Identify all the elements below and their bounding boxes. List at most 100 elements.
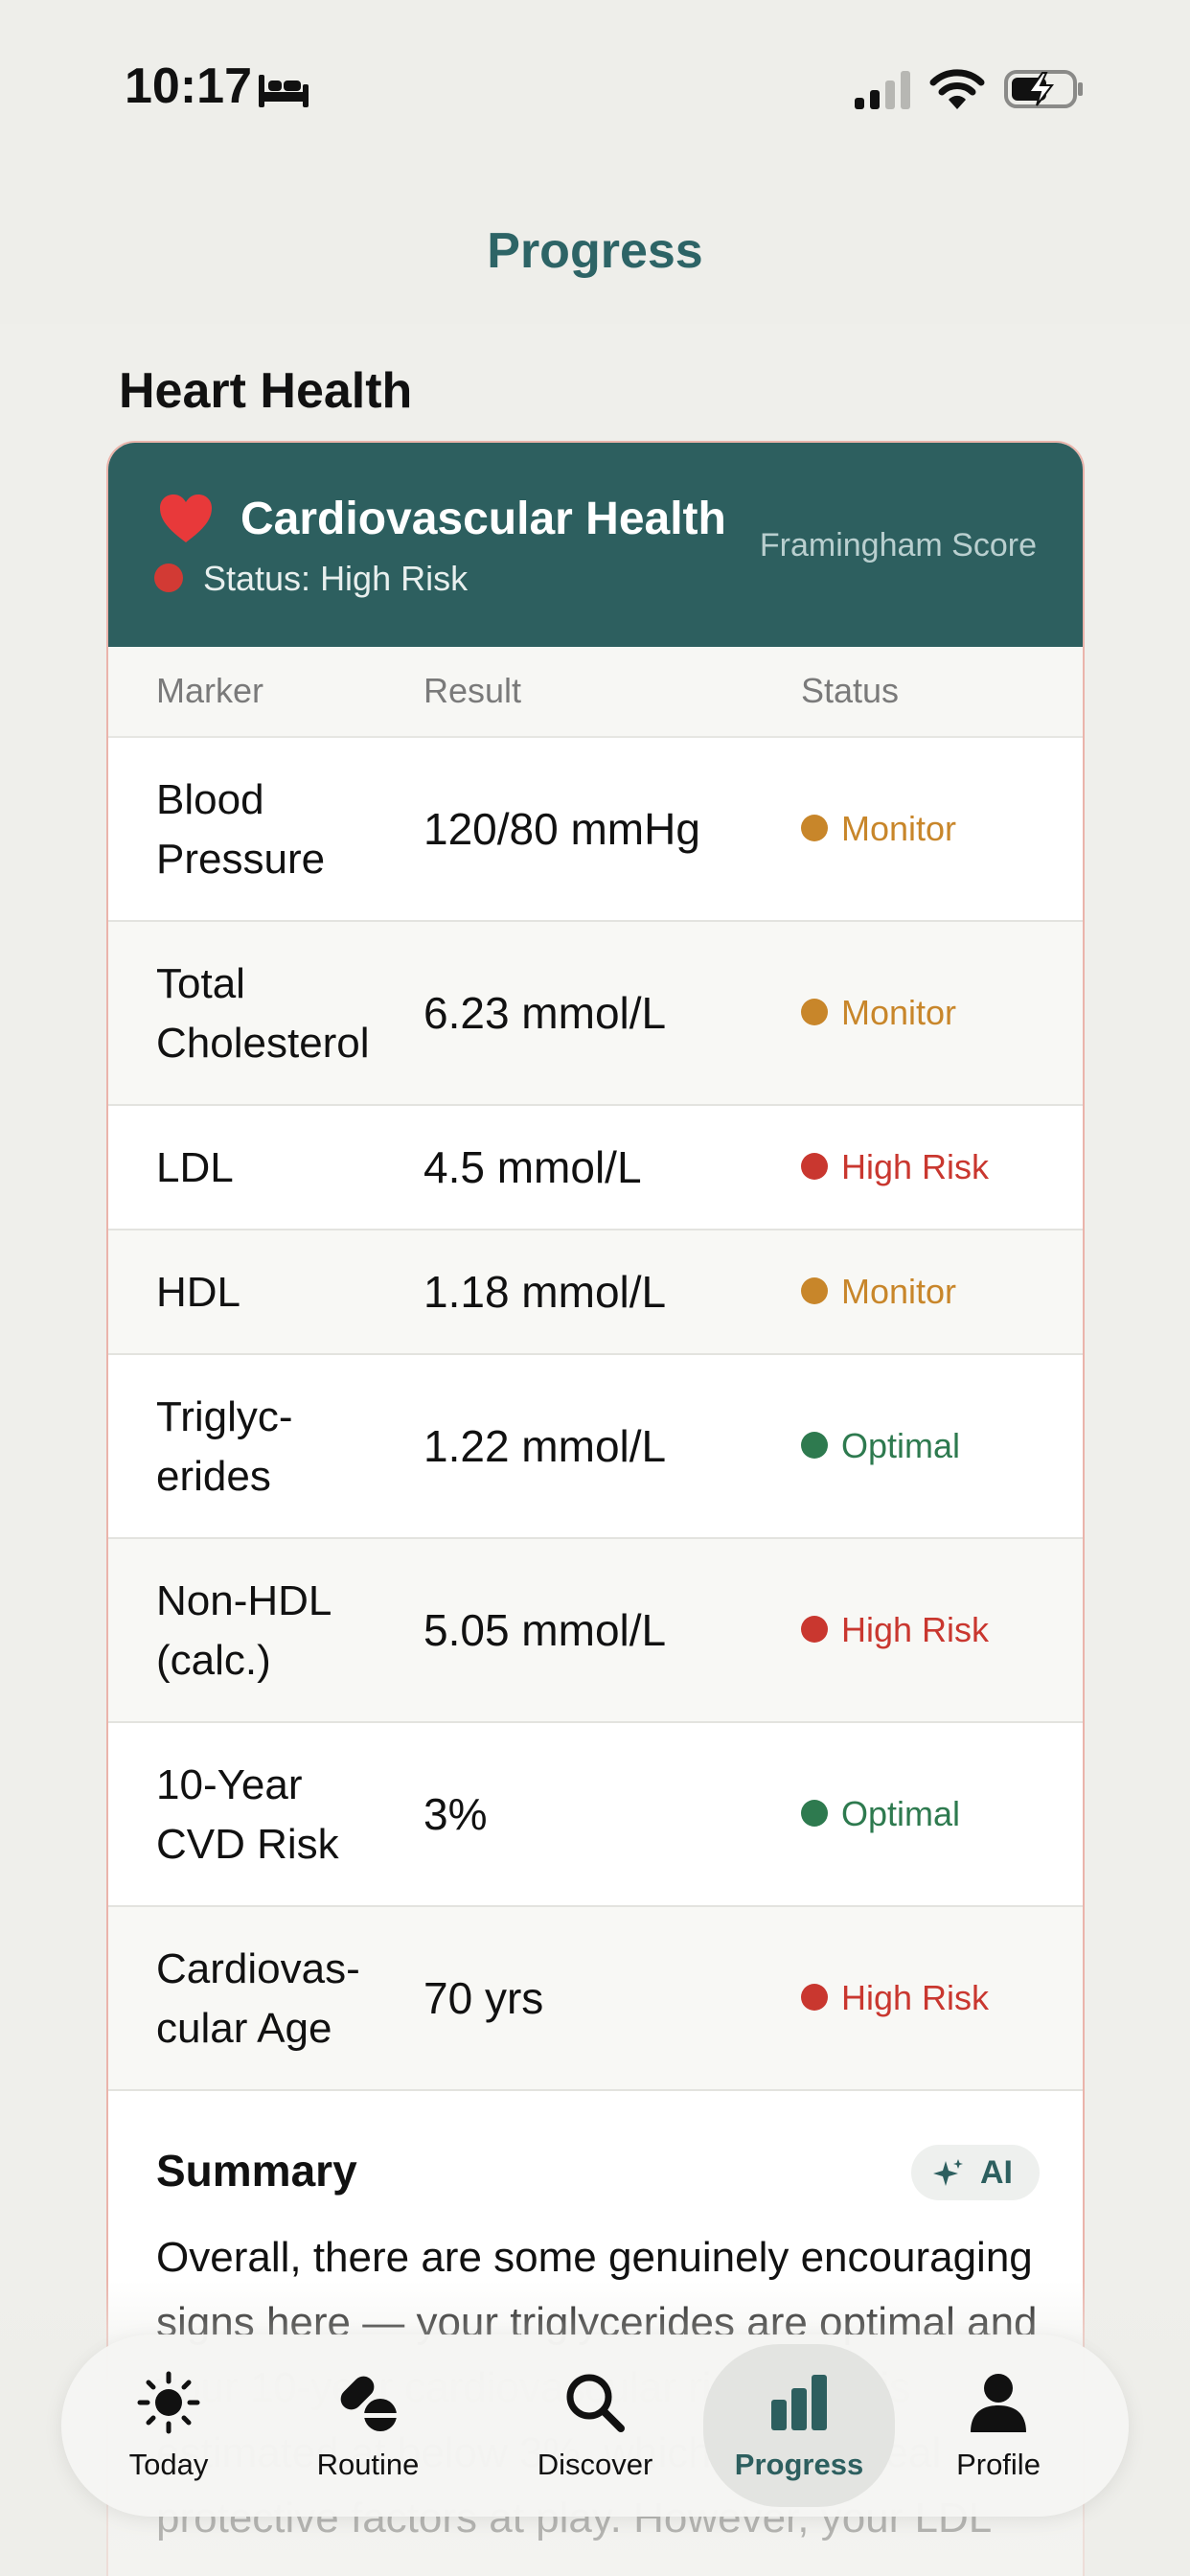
marker-result: 4.5 mmol/L xyxy=(423,1142,642,1192)
status-dot xyxy=(801,1800,828,1828)
section-title: Heart Health xyxy=(119,363,413,419)
marker-status: Monitor xyxy=(801,993,956,1033)
marker-name-line2: cular Age xyxy=(156,2005,332,2052)
status-label: Optimal xyxy=(841,1794,961,1833)
framingham-score-link[interactable]: Framingham Score xyxy=(759,527,1037,564)
status-label: Monitor xyxy=(841,809,957,848)
tab-bar: Today Routine Discover Progress Profile xyxy=(61,2334,1129,2517)
pills-icon xyxy=(340,2376,398,2431)
marker-status: Monitor xyxy=(801,809,956,849)
status-label: High Risk xyxy=(841,1147,990,1186)
tab-label: Routine xyxy=(316,2448,420,2481)
marker-status: Optimal xyxy=(801,1426,960,1466)
status-label: Optimal xyxy=(841,1426,961,1465)
table-row: LDL 4.5 mmol/L High Risk xyxy=(108,1106,1083,1230)
tab-today[interactable]: Today xyxy=(73,2334,264,2517)
marker-name-line1: Cardiovas- xyxy=(156,1945,360,1992)
marker-result: 120/80 mmHg xyxy=(423,804,700,854)
search-icon xyxy=(566,2374,625,2432)
cellular-signal-icon xyxy=(855,71,910,109)
marker-name: 10-Year CVD Risk xyxy=(156,1756,339,1874)
sparkle-icon xyxy=(933,2159,963,2186)
marker-result: 3% xyxy=(423,1789,488,1839)
marker-status: Optimal xyxy=(801,1794,960,1834)
table-row: 10-Year CVD Risk 3% Optimal xyxy=(108,1723,1083,1907)
marker-result: 1.18 mmol/L xyxy=(423,1267,667,1317)
marker-name: Cardiovas-cular Age xyxy=(156,1940,360,2058)
status-indicator-dot xyxy=(154,564,183,592)
marker-name: Triglyc-erides xyxy=(156,1388,293,1506)
tab-profile[interactable]: Profile xyxy=(903,2334,1094,2517)
page-title: Progress xyxy=(487,223,703,279)
status-dot xyxy=(801,1153,828,1181)
ai-label: AI xyxy=(980,2154,1013,2191)
tab-discover[interactable]: Discover xyxy=(499,2334,691,2517)
status-dot xyxy=(801,1616,828,1644)
table-row: Non-HDL (calc.) 5.05 mmol/L High Risk xyxy=(108,1539,1083,1723)
marker-status: High Risk xyxy=(801,1610,989,1650)
table-row: Blood Pressure 120/80 mmHg Monitor xyxy=(108,738,1083,922)
marker-name-line2: Cholesterol xyxy=(156,1020,370,1067)
status-dot xyxy=(801,1432,828,1460)
marker-name-line2: CVD Risk xyxy=(156,1821,339,1868)
marker-name: Blood Pressure xyxy=(156,770,325,889)
marker-status: High Risk xyxy=(801,1978,989,2018)
cardiovascular-card: Cardiovascular Health Status: High Risk … xyxy=(106,441,1085,2576)
status-dot xyxy=(801,1984,828,2012)
marker-status: Monitor xyxy=(801,1272,956,1312)
marker-result: 70 yrs xyxy=(423,1973,544,2023)
table-row: Triglyc-erides 1.22 mmol/L Optimal xyxy=(108,1355,1083,1539)
marker-name-line1: 10-Year xyxy=(156,1761,303,1808)
marker-name-line1: HDL xyxy=(156,1269,241,1316)
status-dot xyxy=(801,1277,828,1305)
tab-progress[interactable]: Progress xyxy=(703,2344,895,2507)
marker-name-line2: erides xyxy=(156,1453,271,1500)
marker-name: Non-HDL (calc.) xyxy=(156,1572,332,1690)
status-dot xyxy=(801,999,828,1026)
card-status: Status: High Risk xyxy=(203,559,469,598)
ai-badge[interactable]: AI xyxy=(911,2145,1040,2200)
sun-icon xyxy=(137,2371,200,2434)
table-row: HDL 1.18 mmol/L Monitor xyxy=(108,1230,1083,1355)
marker-name-line1: Total xyxy=(156,960,245,1007)
status-label: Monitor xyxy=(841,1272,957,1311)
tab-label: Today xyxy=(128,2448,209,2481)
column-header-result: Result xyxy=(423,671,522,710)
marker-result: 5.05 mmol/L xyxy=(423,1605,667,1655)
status-label: High Risk xyxy=(841,1978,990,2017)
status-bar: 10:17 xyxy=(0,0,1190,182)
person-icon xyxy=(971,2374,1026,2432)
marker-name: LDL xyxy=(156,1138,234,1198)
table-row: Total Cholesterol 6.23 mmol/L Monitor xyxy=(108,922,1083,1106)
table-row: Cardiovas-cular Age 70 yrs High Risk xyxy=(108,1907,1083,2091)
battery-charging-icon xyxy=(1004,70,1083,108)
marker-name-line2: (calc.) xyxy=(156,1637,271,1684)
summary-title: Summary xyxy=(156,2146,357,2196)
marker-status: High Risk xyxy=(801,1147,989,1187)
status-dot xyxy=(801,815,828,842)
tab-label: Profile xyxy=(956,2448,1041,2481)
table-header xyxy=(108,647,1083,738)
card-header: Cardiovascular Health Status: High Risk … xyxy=(108,443,1083,647)
column-header-marker: Marker xyxy=(156,671,264,710)
status-time: 10:17 xyxy=(125,58,252,114)
status-label: Monitor xyxy=(841,993,957,1032)
wifi-icon xyxy=(929,69,985,109)
marker-name: HDL xyxy=(156,1263,240,1322)
bar-chart-icon xyxy=(771,2375,827,2430)
marker-result: 6.23 mmol/L xyxy=(423,988,667,1038)
heart-icon xyxy=(160,494,212,542)
marker-name-line1: Blood xyxy=(156,776,264,823)
nav-header xyxy=(0,182,1190,326)
column-header-status: Status xyxy=(801,671,900,710)
marker-name-line1: Triglyc- xyxy=(156,1393,293,1440)
marker-name-line1: Non-HDL xyxy=(156,1577,332,1624)
marker-name-line2: Pressure xyxy=(156,836,326,883)
tab-label: Discover xyxy=(537,2448,653,2481)
tab-routine[interactable]: Routine xyxy=(272,2334,464,2517)
sleep-focus-icon xyxy=(259,75,309,107)
tab-label: Progress xyxy=(734,2448,864,2481)
marker-result: 1.22 mmol/L xyxy=(423,1421,667,1471)
marker-name: Total Cholesterol xyxy=(156,954,370,1073)
card-title: Cardiovascular Health xyxy=(240,494,726,544)
